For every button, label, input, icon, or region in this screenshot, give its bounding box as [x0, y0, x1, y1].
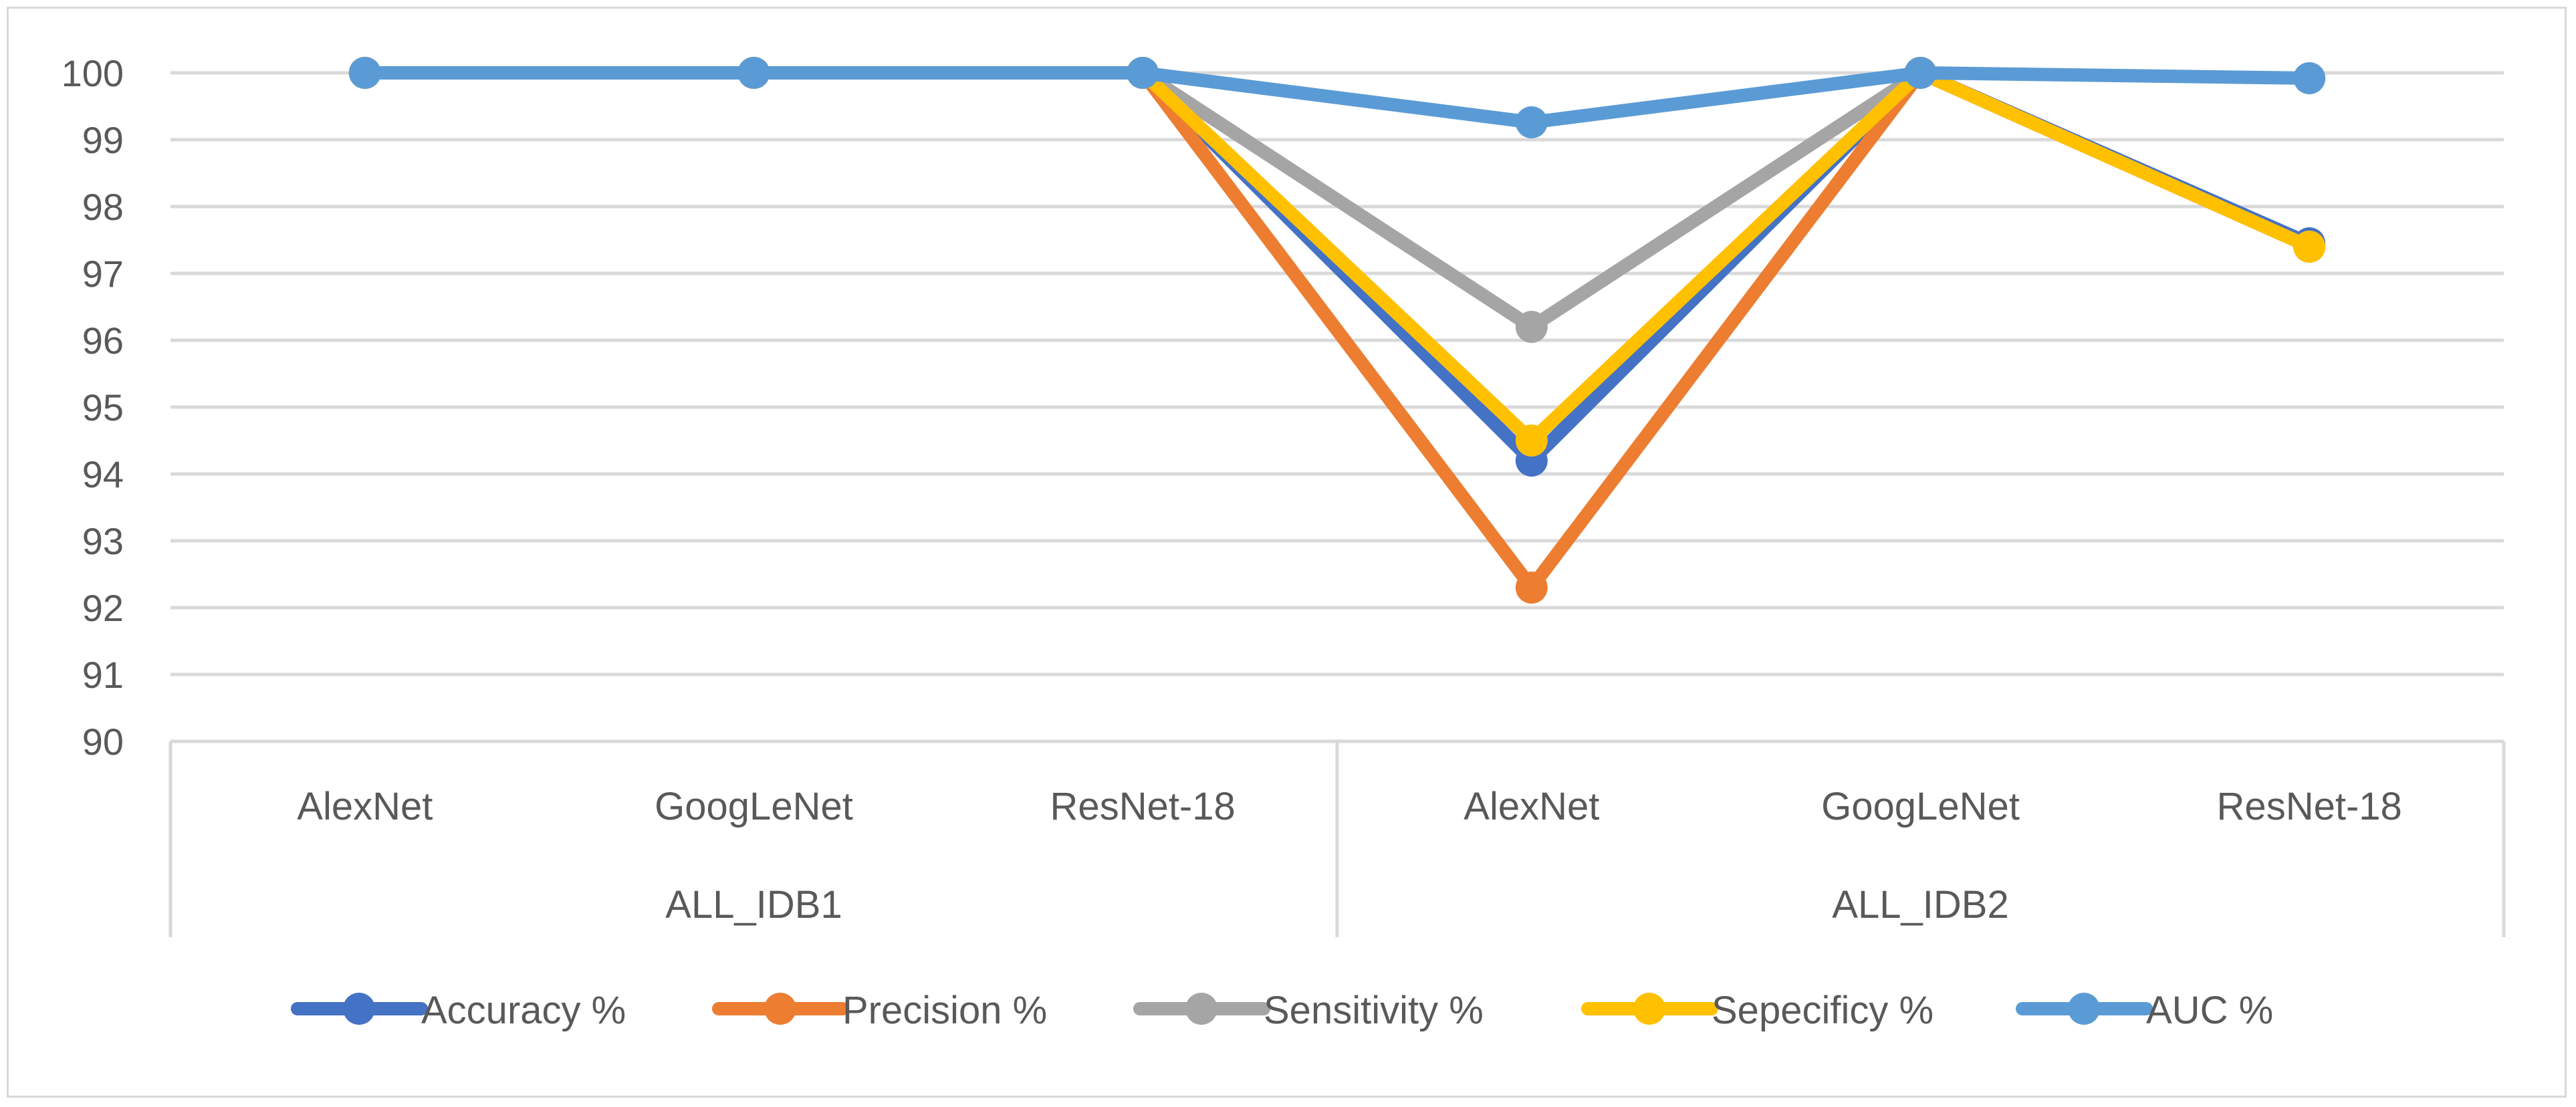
category-label: ResNet-18	[2217, 785, 2402, 828]
series-line-4	[358, 66, 2317, 129]
series-line-0	[358, 66, 2317, 467]
data-point	[1127, 57, 1159, 89]
y-tick-label: 96	[82, 320, 124, 362]
category-label: GoogLeNet	[1821, 785, 2020, 828]
data-point	[2293, 231, 2326, 263]
legend-swatch-marker	[343, 993, 375, 1025]
data-point	[1904, 57, 1937, 89]
data-point	[1515, 424, 1548, 457]
y-tick-label: 93	[82, 520, 124, 562]
y-tick-label: 90	[82, 721, 124, 763]
data-point	[1515, 572, 1548, 604]
x-axis: ALL_IDB1 ALL_IDB2 AlexNet GoogLeNet ResNet-1…	[168, 741, 2506, 937]
legend-label: AUC %	[2146, 989, 2273, 1032]
y-tick-label: 99	[82, 119, 124, 161]
y-tick-label: 95	[82, 386, 124, 428]
data-point	[1515, 311, 1548, 343]
series-lines	[348, 57, 2326, 604]
legend-label: Accuracy %	[421, 989, 626, 1032]
y-tick-label: 98	[82, 186, 124, 228]
legend-swatch-marker	[764, 993, 796, 1025]
series-line-1	[358, 66, 2317, 594]
chart-frame	[7, 7, 2567, 1098]
legend-swatch-marker	[1633, 993, 1665, 1025]
category-label: ResNet-18	[1050, 785, 1236, 828]
y-tick-label: 91	[82, 654, 124, 696]
data-point	[737, 57, 770, 89]
y-tick-label: 92	[82, 587, 124, 629]
data-point	[348, 57, 381, 89]
legend-swatch-marker	[2068, 993, 2100, 1025]
data-point	[2293, 62, 2326, 94]
legend-label: Sensitivity %	[1264, 989, 1484, 1032]
data-point	[1515, 106, 1548, 138]
category-label: AlexNet	[297, 785, 433, 828]
series-line-3	[358, 66, 2317, 447]
legend-label: Sepecificy %	[1712, 989, 1934, 1032]
group-label: ALL_IDB1	[665, 883, 842, 927]
y-axis: 90 91 92 93 94 95 96 97 98 99 100	[62, 52, 124, 763]
y-tick-label: 100	[62, 52, 124, 94]
legend: Accuracy % Precision % Sensitivity % Sepeci…	[291, 989, 2273, 1032]
y-tick-label: 94	[82, 453, 124, 495]
legend-label: Precision %	[842, 989, 1047, 1032]
category-label: AlexNet	[1463, 785, 1599, 828]
y-tick-label: 97	[82, 253, 124, 295]
category-label: GoogLeNet	[655, 785, 853, 828]
group-label: ALL_IDB2	[1832, 883, 2008, 927]
legend-swatch-marker	[1185, 993, 1217, 1025]
